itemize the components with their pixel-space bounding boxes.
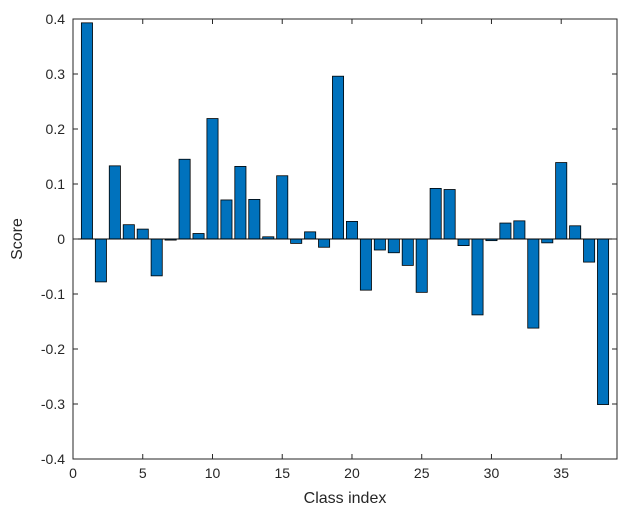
x-tick-label: 35 <box>553 465 569 481</box>
bar-21 <box>359 238 372 291</box>
x-tick-label: 20 <box>344 465 360 481</box>
bar-31 <box>499 222 512 240</box>
bar-32 <box>513 220 526 240</box>
bar-19 <box>332 75 345 240</box>
y-tick-label: -0.3 <box>41 396 65 412</box>
x-axis-label: Class index <box>304 490 387 507</box>
bar-25 <box>415 238 428 293</box>
bar-38 <box>597 238 610 405</box>
bars-group <box>80 22 610 405</box>
bar-28 <box>457 238 470 246</box>
x-tick-label: 30 <box>484 465 500 481</box>
bar-35 <box>555 162 568 240</box>
bar-8 <box>178 158 191 240</box>
bar-12 <box>234 165 247 240</box>
bar-9 <box>192 233 205 240</box>
y-tick-label: -0.1 <box>41 286 65 302</box>
y-tick-label: 0.2 <box>46 121 66 137</box>
x-tick-label: 5 <box>139 465 147 481</box>
y-tick-label: 0.3 <box>46 66 66 82</box>
bar-6 <box>150 238 163 277</box>
x-tick-label: 0 <box>69 465 77 481</box>
bar-4 <box>122 224 135 240</box>
bar-33 <box>527 238 540 329</box>
x-axis-ticks: 0 5 10 15 20 25 30 35 <box>69 19 569 481</box>
bar-3 <box>108 165 121 240</box>
x-tick-label: 10 <box>205 465 221 481</box>
bar-20 <box>345 220 358 240</box>
bar-5 <box>136 228 149 240</box>
bar-18 <box>318 238 331 248</box>
bar-24 <box>401 238 414 266</box>
bar-37 <box>583 238 596 263</box>
bar-13 <box>248 198 261 240</box>
bar-29 <box>471 238 484 316</box>
bar-10 <box>206 118 219 240</box>
y-tick-label: 0 <box>57 231 65 247</box>
y-tick-label: 0.4 <box>46 11 66 27</box>
x-tick-label: 25 <box>414 465 430 481</box>
bar-34 <box>541 238 554 244</box>
bar-23 <box>387 238 400 254</box>
bar-2 <box>94 238 107 283</box>
bar-27 <box>443 189 456 240</box>
y-tick-label: -0.4 <box>41 451 65 467</box>
y-axis-ticks: -0.4 -0.3 -0.2 -0.1 0 0.1 0.2 0.3 0.4 <box>41 11 617 467</box>
bar-11 <box>220 199 233 240</box>
bar-22 <box>373 238 386 251</box>
bar-36 <box>569 225 582 240</box>
y-axis-label: Score <box>9 218 26 260</box>
bar-1 <box>80 22 93 240</box>
bar-15 <box>276 175 289 240</box>
bar-26 <box>429 187 442 240</box>
y-tick-label: 0.1 <box>46 176 66 192</box>
bar-17 <box>304 231 317 240</box>
y-tick-label: -0.2 <box>41 341 65 357</box>
x-tick-label: 15 <box>274 465 290 481</box>
bar-16 <box>290 238 303 244</box>
